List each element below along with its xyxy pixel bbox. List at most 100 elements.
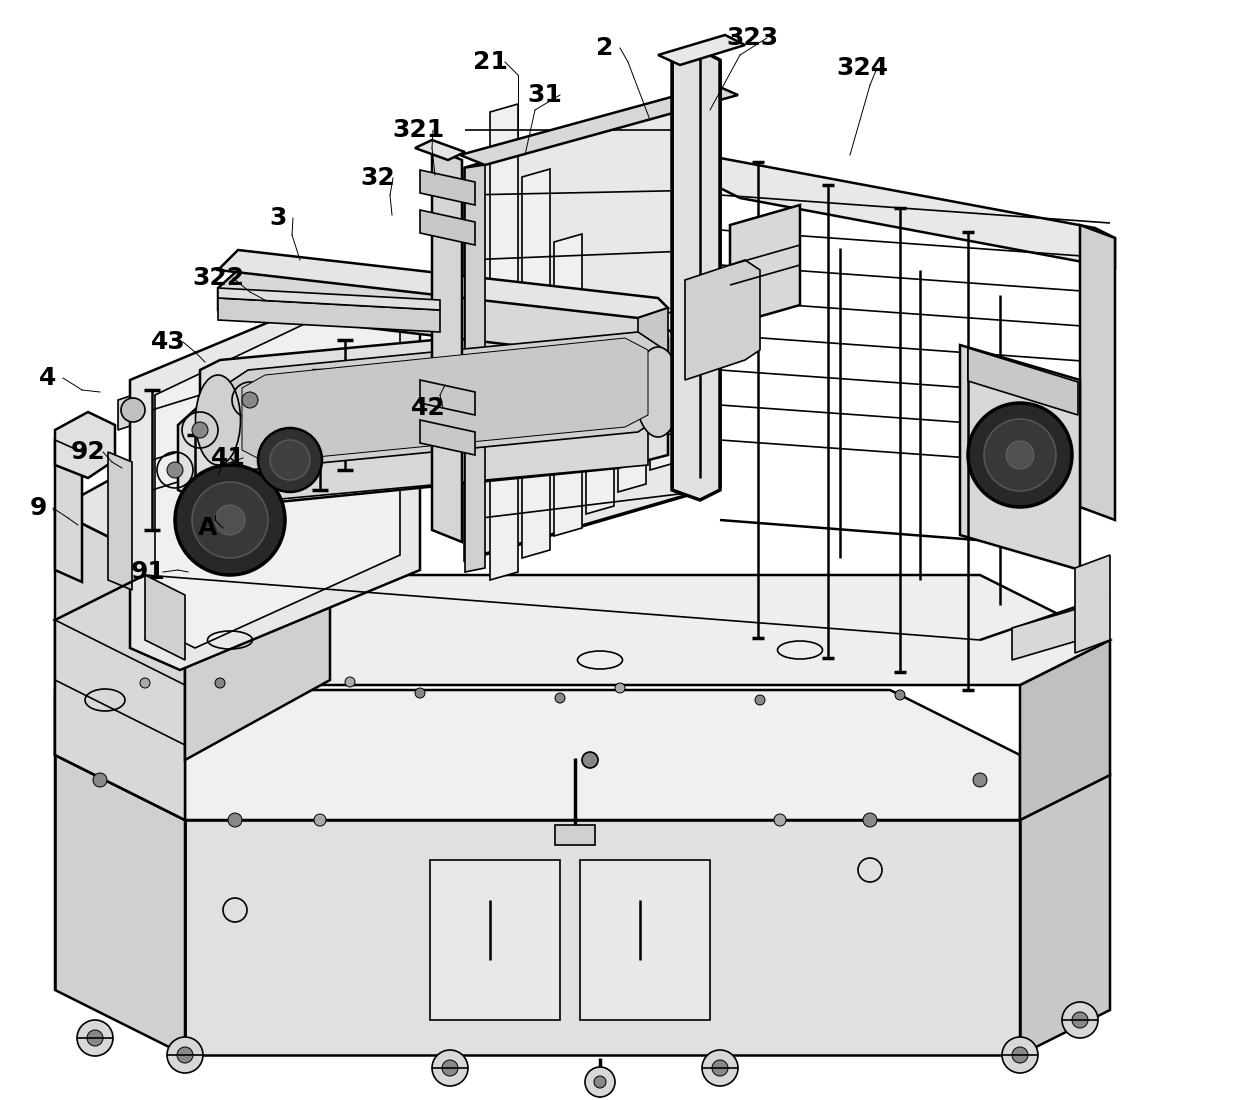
Circle shape (167, 462, 184, 478)
Circle shape (93, 773, 107, 786)
Circle shape (140, 678, 150, 688)
Polygon shape (55, 440, 82, 582)
Polygon shape (130, 280, 420, 670)
Circle shape (582, 752, 598, 768)
Bar (580, 860, 711, 1020)
Polygon shape (639, 308, 668, 370)
Polygon shape (490, 104, 518, 580)
Circle shape (895, 690, 905, 700)
Circle shape (215, 505, 246, 535)
Polygon shape (218, 270, 668, 360)
Circle shape (594, 1076, 606, 1088)
Polygon shape (460, 85, 738, 165)
Circle shape (258, 428, 322, 492)
Circle shape (755, 695, 765, 705)
Circle shape (314, 814, 326, 826)
Polygon shape (465, 165, 485, 572)
Bar (430, 860, 560, 1020)
Polygon shape (55, 620, 185, 820)
Polygon shape (432, 148, 463, 542)
Circle shape (774, 814, 786, 826)
Circle shape (968, 403, 1073, 507)
Circle shape (702, 1050, 738, 1086)
Circle shape (415, 688, 425, 698)
Text: 4: 4 (40, 366, 57, 390)
Polygon shape (587, 299, 614, 514)
Polygon shape (55, 510, 185, 820)
Polygon shape (55, 755, 185, 1055)
Polygon shape (415, 140, 465, 159)
Polygon shape (684, 260, 760, 379)
Polygon shape (248, 418, 649, 502)
Circle shape (1002, 1037, 1038, 1072)
Polygon shape (1021, 640, 1110, 820)
Bar (556, 825, 595, 845)
Circle shape (985, 419, 1056, 491)
Circle shape (77, 1020, 113, 1056)
Polygon shape (242, 338, 649, 462)
Circle shape (556, 693, 565, 703)
Polygon shape (618, 364, 646, 492)
Circle shape (192, 482, 268, 558)
Polygon shape (118, 390, 148, 430)
Circle shape (432, 1050, 467, 1086)
Polygon shape (1080, 226, 1115, 520)
Circle shape (585, 1067, 615, 1097)
Circle shape (345, 676, 355, 688)
Text: 42: 42 (410, 396, 445, 420)
Text: 32: 32 (361, 166, 396, 190)
Polygon shape (420, 420, 475, 455)
Polygon shape (185, 820, 1021, 1055)
Polygon shape (1021, 776, 1110, 1055)
Polygon shape (155, 300, 401, 648)
Circle shape (270, 440, 310, 480)
Text: 9: 9 (30, 496, 47, 520)
Circle shape (242, 392, 258, 408)
Text: 31: 31 (527, 82, 563, 107)
Polygon shape (720, 158, 1115, 268)
Polygon shape (55, 575, 145, 645)
Text: 3: 3 (269, 206, 286, 230)
Polygon shape (465, 96, 712, 560)
Polygon shape (55, 690, 1021, 820)
Circle shape (615, 683, 625, 693)
Text: 43: 43 (150, 330, 185, 354)
Polygon shape (218, 288, 440, 310)
Polygon shape (218, 298, 440, 332)
Circle shape (1061, 1002, 1097, 1038)
Text: 322: 322 (192, 266, 244, 290)
Polygon shape (145, 575, 185, 660)
Circle shape (87, 1030, 103, 1046)
Text: 321: 321 (392, 118, 444, 142)
Text: 323: 323 (725, 26, 777, 50)
Polygon shape (672, 50, 720, 501)
Polygon shape (658, 35, 745, 65)
Polygon shape (960, 345, 1080, 570)
Circle shape (863, 813, 877, 827)
Circle shape (122, 398, 145, 422)
Circle shape (228, 813, 242, 827)
Polygon shape (1012, 608, 1080, 660)
Polygon shape (650, 429, 678, 470)
Polygon shape (218, 332, 668, 470)
Circle shape (1006, 441, 1034, 469)
Polygon shape (420, 170, 475, 205)
Circle shape (1012, 1047, 1028, 1063)
Polygon shape (554, 234, 582, 536)
Text: 91: 91 (130, 560, 165, 584)
Polygon shape (55, 430, 330, 575)
Circle shape (441, 1060, 458, 1076)
Circle shape (712, 1060, 728, 1076)
Polygon shape (1075, 556, 1110, 653)
Text: 92: 92 (71, 440, 105, 464)
Circle shape (192, 422, 208, 438)
Polygon shape (968, 348, 1078, 415)
Polygon shape (185, 495, 330, 760)
Circle shape (177, 1047, 193, 1063)
Ellipse shape (635, 346, 681, 437)
Polygon shape (522, 169, 551, 558)
Text: 21: 21 (472, 50, 507, 74)
Polygon shape (420, 210, 475, 245)
Circle shape (175, 465, 285, 575)
Polygon shape (218, 250, 668, 318)
